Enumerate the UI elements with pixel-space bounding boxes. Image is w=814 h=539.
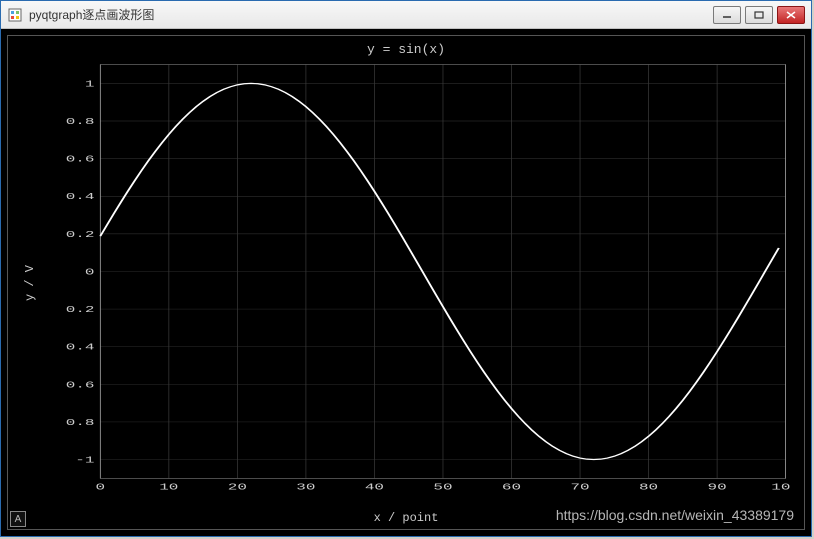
svg-text:-0.4: -0.4 (64, 342, 95, 353)
svg-text:-0.8: -0.8 (64, 417, 95, 428)
svg-text:70: 70 (570, 482, 589, 493)
svg-text:-1: -1 (75, 455, 94, 466)
close-button[interactable] (777, 6, 805, 24)
autorange-label: A (15, 514, 22, 525)
app-window: pyqtgraph逐点画波形图 y = sin(x) y / V x / poi… (0, 0, 812, 537)
svg-text:0: 0 (85, 267, 95, 278)
svg-text:0.4: 0.4 (66, 191, 95, 202)
svg-text:0.6: 0.6 (66, 154, 95, 165)
svg-text:20: 20 (228, 482, 247, 493)
svg-text:100: 100 (771, 482, 790, 493)
svg-text:0.2: 0.2 (66, 229, 95, 240)
svg-text:0: 0 (96, 482, 106, 493)
svg-text:10: 10 (159, 482, 178, 493)
plot-svg: 0102030405060708090100-1-0.8-0.6-0.4-0.2… (64, 62, 790, 493)
titlebar[interactable]: pyqtgraph逐点画波形图 (1, 1, 811, 29)
client-area: y = sin(x) y / V x / point 0102030405060… (1, 29, 811, 536)
x-axis-label: x / point (8, 511, 804, 525)
svg-text:40: 40 (365, 482, 384, 493)
maximize-button[interactable] (745, 6, 773, 24)
plot-area[interactable]: 0102030405060708090100-1-0.8-0.6-0.4-0.2… (64, 62, 790, 493)
svg-text:50: 50 (433, 482, 452, 493)
svg-text:90: 90 (708, 482, 727, 493)
y-axis-label: y / V (23, 264, 37, 300)
svg-text:30: 30 (296, 482, 315, 493)
minimize-button[interactable] (713, 6, 741, 24)
svg-text:1: 1 (85, 78, 95, 89)
svg-text:0.8: 0.8 (66, 116, 95, 127)
autorange-button[interactable]: A (10, 511, 26, 527)
svg-text:60: 60 (502, 482, 521, 493)
plot-container: y = sin(x) y / V x / point 0102030405060… (7, 35, 805, 530)
app-icon (7, 7, 23, 23)
svg-text:-0.6: -0.6 (64, 379, 95, 390)
svg-text:-0.2: -0.2 (64, 304, 94, 315)
window-title: pyqtgraph逐点画波形图 (29, 6, 713, 23)
chart-title: y = sin(x) (8, 42, 804, 57)
svg-text:80: 80 (639, 482, 658, 493)
window-buttons (713, 6, 805, 24)
